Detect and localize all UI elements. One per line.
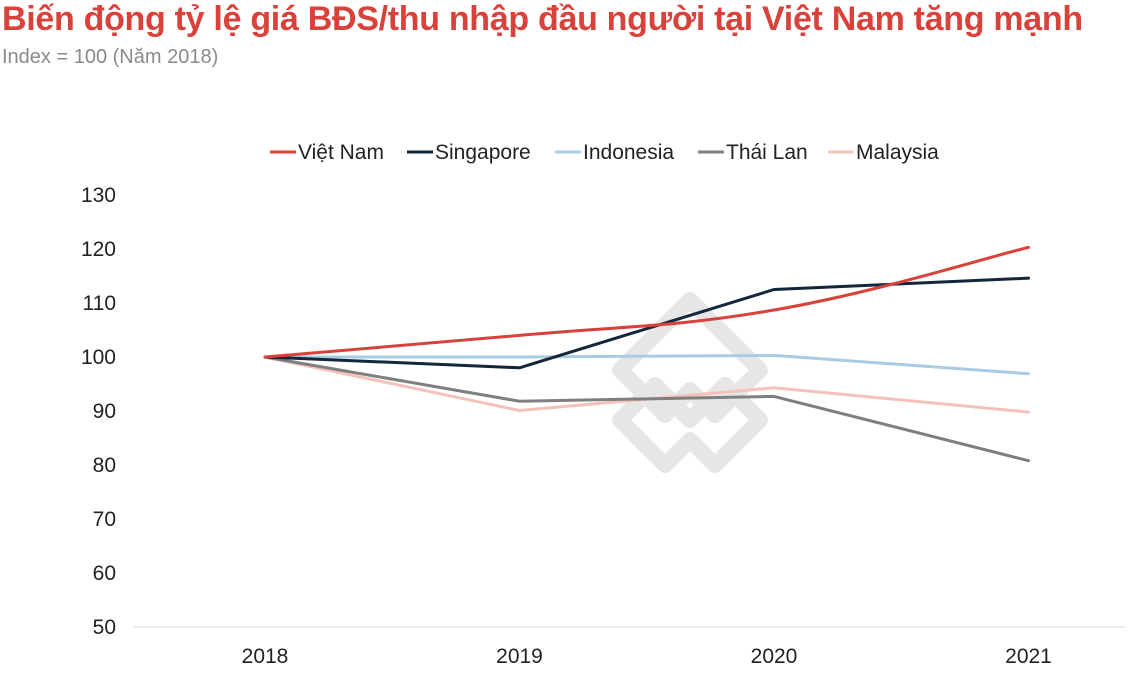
- x-tick-label: 2019: [496, 645, 543, 668]
- y-tick-label: 130: [81, 184, 116, 207]
- legend-label: Việt Nam: [298, 141, 384, 164]
- y-tick-label: 60: [93, 562, 116, 585]
- legend-label: Singapore: [435, 141, 531, 164]
- x-tick-label: 2021: [1005, 645, 1052, 668]
- y-tick-label: 120: [81, 238, 116, 261]
- legend-label: Indonesia: [583, 141, 674, 164]
- y-tick-label: 70: [93, 508, 116, 531]
- y-tick-label: 90: [93, 400, 116, 423]
- x-tick-label: 2020: [751, 645, 798, 668]
- x-tick-label: 2018: [242, 645, 289, 668]
- y-tick-label: 100: [81, 346, 116, 369]
- series-line-0: [263, 245, 1030, 359]
- series-line-2: [263, 353, 1030, 376]
- y-tick-label: 110: [83, 292, 116, 315]
- legend-label: Thái Lan: [726, 141, 808, 164]
- chart-subtitle: Index = 100 (Năm 2018): [2, 46, 219, 68]
- series-line-1: [263, 276, 1030, 370]
- series-line-3: [263, 355, 1030, 463]
- chart-title: Biến động tỷ lệ giá BĐS/thu nhập đầu ngư…: [2, 0, 1083, 38]
- legend-label: Malaysia: [856, 141, 939, 164]
- y-tick-label: 50: [93, 616, 116, 639]
- y-tick-label: 80: [93, 454, 116, 477]
